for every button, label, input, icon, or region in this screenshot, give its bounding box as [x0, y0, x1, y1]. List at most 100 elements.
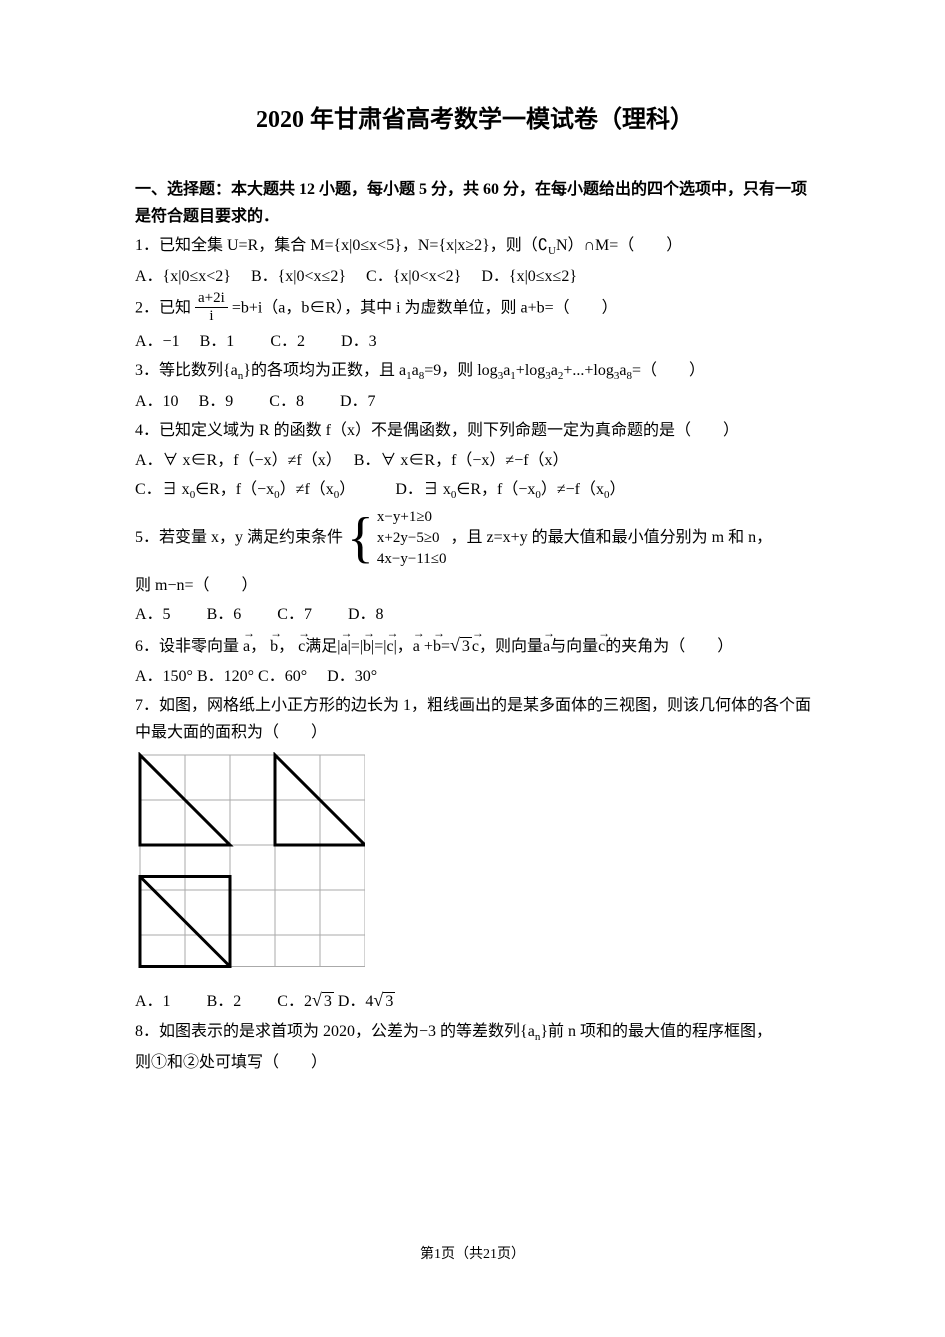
- q2-num: a+2i: [195, 290, 228, 308]
- q1-optA: A．{x|0≤x<2}: [135, 268, 231, 285]
- page-title: 2020 年甘肃省高考数学一模试卷（理科）: [135, 100, 815, 141]
- q5-optA: A．5: [135, 606, 171, 623]
- q1-sub: U: [548, 245, 556, 257]
- brace-icon: {: [347, 510, 374, 566]
- q1-optC: C．{x|0<x<2}: [366, 268, 461, 285]
- question-8: 8．如图表示的是求首项为 2020，公差为−3 的等差数列{an}前 n 项和的…: [135, 1018, 815, 1047]
- q5-optC: C．7: [277, 606, 312, 623]
- q4-optAB: A．∀ x∈R，f（−x）≠f（x） B．∀ x∈R，f（−x）≠−f（x）: [135, 447, 815, 474]
- q1-optD: D．{x|0≤x≤2}: [481, 268, 577, 285]
- q7-optC-pre: C．2: [277, 993, 312, 1010]
- q6-m11: 的夹角为（ ）: [605, 638, 733, 655]
- q3-optC: C．8: [269, 393, 304, 410]
- q4-optCD: C．∃ x0∈R，f（−x0）≠f（x0） D．∃ x0∈R，f（−x0）≠−f…: [135, 476, 815, 505]
- q5-brace: { x−y+1≥0 x+2y−5≥0 4x−y−11≤0: [347, 507, 447, 570]
- q6-m8: =: [441, 638, 450, 655]
- q7-options: A．1 B．2 C．23 D．43: [135, 985, 815, 1016]
- q6-rad: 3: [460, 637, 472, 655]
- q1-options: A．{x|0≤x<2} B．{x|0<x≤2} C．{x|0<x<2} D．{x…: [135, 263, 815, 290]
- q1-text: 1．已知全集 U=R，集合 M={x|0≤x<5}，N={x|x≥2}，则（∁: [135, 237, 548, 254]
- q3-f: +log: [516, 362, 545, 379]
- question-7: 7．如图，网格纸上小正方形的边长为 1，粗线画出的是某多面体的三视图，则该几何体…: [135, 692, 815, 746]
- q7-figure: [135, 752, 815, 981]
- q2-optD: D．3: [341, 333, 377, 350]
- q5-optD: D．8: [348, 606, 384, 623]
- vec-c4: c: [598, 633, 605, 660]
- q7-optC-sqrt: 3: [312, 985, 334, 1016]
- vec-c2: c: [386, 633, 393, 660]
- q6-optC: C．60°: [258, 668, 307, 685]
- q7-optC-rad: 3: [322, 992, 334, 1010]
- q5-constraints: x−y+1≥0 x+2y−5≥0 4x−y−11≤0: [377, 507, 447, 570]
- q3-b: }的各项均为正数，且 a: [243, 362, 406, 379]
- page-footer: 第1页（共21页）: [0, 1243, 945, 1267]
- q4-optC-c: ）≠f（x: [280, 481, 334, 498]
- q6-options: A．150° B．120° C．60° D．30°: [135, 663, 815, 690]
- q6-m9: ，则向量: [479, 638, 543, 655]
- q3-optD: D．7: [340, 393, 376, 410]
- vec-c1: c: [298, 633, 305, 660]
- q2-den: i: [195, 308, 228, 325]
- q2-optB: B．1: [200, 333, 235, 350]
- q2-fraction: a+2i i: [195, 290, 228, 324]
- q3-d: =9，则 log: [424, 362, 497, 379]
- q2-post: =b+i（a，b∈R），其中 i 为虚数单位，则 a+b=（ ）: [232, 300, 618, 317]
- q2-optC: C．2: [270, 333, 305, 350]
- q6-m7: +: [420, 638, 433, 655]
- q6-pre: 6．设非零向量: [135, 638, 239, 655]
- q2-options: A．−1 B．1 C．2 D．3: [135, 328, 815, 355]
- q6-optB: B．120°: [197, 668, 254, 685]
- vec-b1: b: [270, 633, 278, 660]
- question-6: 6．设非零向量 a， b， c满足|a|=|b|=|c|，a +b=3c，则向量…: [135, 630, 815, 661]
- vec-a3: a: [413, 633, 420, 660]
- q8-a: 8．如图表示的是求首项为 2020，公差为−3 的等差数列{a: [135, 1023, 535, 1040]
- q4-optD-b: ∈R，f（−x: [456, 481, 535, 498]
- q6-m2: ，: [278, 638, 294, 655]
- vec-b3: b: [433, 633, 441, 660]
- q4-optA: A．∀ x∈R，f（−x）≠f（x）: [135, 452, 334, 469]
- q7-optD-pre: D．4: [338, 993, 374, 1010]
- q6-m5: |=|: [371, 638, 386, 655]
- question-4: 4．已知定义域为 R 的函数 f（x）不是偶函数，则下列命题一定为真命题的是（ …: [135, 417, 815, 444]
- q5-pre: 5．若变量 x，y 满足约束条件: [135, 529, 343, 546]
- q6-m6: |，: [394, 638, 413, 655]
- vec-c3: c: [472, 633, 479, 660]
- question-2: 2．已知 a+2i i =b+i（a，b∈R），其中 i 为虚数单位，则 a+b…: [135, 292, 815, 326]
- q4-optB: B．∀ x∈R，f（−x）≠−f（x）: [354, 452, 569, 469]
- q4-optC-b: ∈R，f（−x: [195, 481, 274, 498]
- q6-m10: 与向量: [550, 638, 598, 655]
- q5-post: ，且 z=x+y 的最大值和最小值分别为 m 和 n，: [451, 529, 773, 546]
- q3-c: a: [412, 362, 419, 379]
- q3-optA: A．10: [135, 393, 179, 410]
- q3-g: a: [551, 362, 558, 379]
- vec-a1: a: [243, 633, 250, 660]
- q3-options: A．10 B．9 C．8 D．7: [135, 388, 815, 415]
- question-5: 5．若变量 x，y 满足约束条件 { x−y+1≥0 x+2y−5≥0 4x−y…: [135, 507, 815, 570]
- question-3: 3．等比数列{an}的各项均为正数，且 a1a8=9，则 log3a1+log3…: [135, 357, 815, 386]
- q7-optB: B．2: [207, 993, 242, 1010]
- section-heading: 一、选择题：本大题共 12 小题，每小题 5 分，共 60 分，在每小题给出的四…: [135, 176, 815, 230]
- q6-m1: ，: [250, 638, 266, 655]
- q6-optD: D．30°: [327, 668, 377, 685]
- vec-a2: a: [340, 633, 347, 660]
- q6-m3: 满足|: [305, 638, 340, 655]
- q3-optB: B．9: [199, 393, 234, 410]
- question-1: 1．已知全集 U=R，集合 M={x|0≤x<5}，N={x|x≥2}，则（∁U…: [135, 232, 815, 261]
- q3-h: +...+log: [563, 362, 614, 379]
- q4-optD-c: ）≠−f（x: [541, 481, 604, 498]
- q7-optA: A．1: [135, 993, 171, 1010]
- q4-optD-a: D．∃ x: [395, 481, 451, 498]
- q8-line2: 则①和②处可填写（ ）: [135, 1049, 815, 1076]
- q7-optD-sqrt: 3: [373, 985, 395, 1016]
- q7-optD-rad: 3: [383, 992, 395, 1010]
- three-view-grid-icon: [135, 752, 365, 972]
- q4-optC-a: C．∃ x: [135, 481, 190, 498]
- q1-text2: N）∩M=（ ）: [556, 237, 682, 254]
- q4-optC-d: ）: [339, 481, 355, 498]
- q2-optA: A．−1: [135, 333, 180, 350]
- q6-m4: |=|: [348, 638, 363, 655]
- q3-j: =（ ）: [632, 362, 705, 379]
- vec-b2: b: [363, 633, 371, 660]
- q5-c1: x−y+1≥0: [377, 509, 432, 525]
- q5-c3: 4x−y−11≤0: [377, 551, 447, 567]
